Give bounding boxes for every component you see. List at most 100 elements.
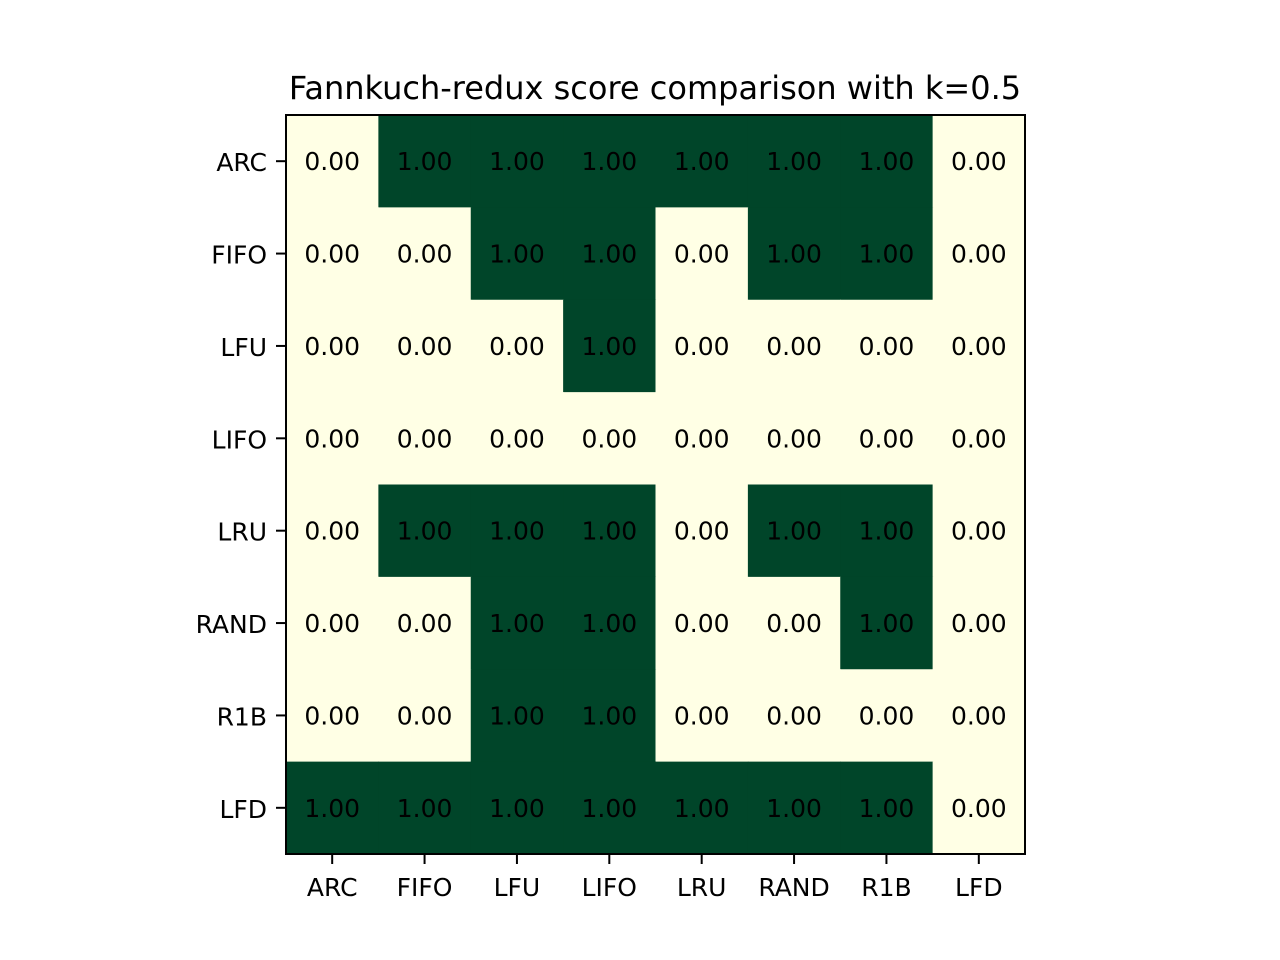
heatmap-cell: [378, 669, 472, 763]
heatmap-cell: [563, 207, 657, 301]
cell-value-label: 0.00: [674, 517, 730, 546]
cell-value-label: 1.00: [397, 147, 453, 176]
heatmap-cell: [655, 669, 749, 763]
cell-value-label: 0.00: [674, 701, 730, 730]
cell-value-label: 1.00: [581, 517, 637, 546]
cell-value-label: 0.00: [304, 147, 360, 176]
heatmap-cell: [655, 761, 749, 855]
cell-value-label: 0.00: [304, 609, 360, 638]
x-tick-label: LIFO: [582, 873, 637, 902]
x-tick-label: RAND: [758, 873, 829, 902]
cell-value-label: 0.00: [951, 609, 1007, 638]
cell-value-label: 1.00: [766, 794, 822, 823]
heatmap-cell: [378, 484, 472, 578]
heatmap-cell: [563, 299, 657, 393]
chart-title: Fannkuch-redux score comparison with k=0…: [289, 69, 1021, 107]
heatmap-cell: [840, 207, 934, 301]
cell-value-label: 0.00: [951, 701, 1007, 730]
cell-value-label: 1.00: [581, 609, 637, 638]
cell-value-label: 1.00: [581, 332, 637, 361]
y-tick-label: FIFO: [211, 241, 267, 270]
y-axis: ARC FIFO LFU LIFO LRU RAND R1B LFD: [196, 148, 286, 824]
cell-value-label: 1.00: [766, 240, 822, 269]
cell-value-label: 0.00: [304, 332, 360, 361]
cell-value-label: 0.00: [397, 332, 453, 361]
heatmap-cell: [470, 761, 564, 855]
heatmap-cell: [563, 115, 657, 208]
heatmap-cell: [840, 299, 934, 393]
cell-value-label: 0.00: [859, 332, 915, 361]
heatmap-cell: [747, 761, 841, 855]
cell-value-label: 0.00: [951, 424, 1007, 453]
heatmap-cell: [563, 669, 657, 763]
cell-value-label: 1.00: [859, 147, 915, 176]
heatmap-cell: [563, 761, 657, 855]
heatmap-cell: [378, 207, 472, 301]
y-tick-label: LRU: [217, 518, 267, 547]
heatmap-cell: [378, 299, 472, 393]
cell-value-label: 1.00: [581, 240, 637, 269]
cell-value-label: 1.00: [859, 240, 915, 269]
heatmap-cell: [286, 207, 379, 301]
heatmap-cell: [655, 207, 749, 301]
heatmap-cell: [286, 392, 379, 486]
heatmap-cell: [747, 299, 841, 393]
cell-value-label: 0.00: [304, 517, 360, 546]
cell-value-label: 0.00: [674, 332, 730, 361]
heatmap-cell: [470, 484, 564, 578]
x-tick-label: LRU: [677, 873, 727, 902]
heatmap-cell: [563, 576, 657, 670]
heatmap-cell: [378, 576, 472, 670]
heatmap-cell: [470, 207, 564, 301]
cell-value-label: 0.00: [397, 424, 453, 453]
y-tick-label: R1B: [217, 702, 267, 731]
cell-value-label: 0.00: [304, 240, 360, 269]
cell-value-label: 1.00: [674, 147, 730, 176]
cell-value-label: 0.00: [766, 332, 822, 361]
cell-value-label: 0.00: [489, 332, 545, 361]
y-tick-label: LIFO: [212, 425, 267, 454]
cell-value-label: 1.00: [859, 609, 915, 638]
heatmap-cell: [747, 392, 841, 486]
heatmap-cell: [286, 484, 379, 578]
cell-value-label: 1.00: [766, 517, 822, 546]
heatmap-cell: [470, 576, 564, 670]
heatmap-cell: [840, 484, 934, 578]
y-tick-label: ARC: [216, 148, 267, 177]
plot-frame: [285, 114, 1026, 855]
heatmap-cell: [286, 761, 379, 855]
heatmap-cell: [840, 761, 934, 855]
cell-value-label: 0.00: [766, 701, 822, 730]
cell-value-label: 0.00: [397, 701, 453, 730]
heatmap-cell: [470, 115, 564, 208]
heatmap-cell: [840, 115, 934, 208]
heatmap-cell: [747, 115, 841, 208]
heatmap-cell: [378, 761, 472, 855]
cell-value-label: 0.00: [951, 240, 1007, 269]
cell-value-label: 1.00: [304, 794, 360, 823]
cell-value-label: 0.00: [859, 701, 915, 730]
heatmap-cell: [932, 207, 1026, 301]
cell-value-label: 0.00: [674, 609, 730, 638]
heatmap-cell: [286, 576, 379, 670]
heatmap-cell: [655, 576, 749, 670]
cell-value-label: 0.00: [951, 794, 1007, 823]
cell-value-label: 0.00: [674, 240, 730, 269]
heatmap-cell: [747, 669, 841, 763]
cell-value-label: 1.00: [581, 147, 637, 176]
heatmap-cell: [286, 115, 379, 208]
cell-value-label: 0.00: [581, 424, 637, 453]
heatmap-cell: [378, 392, 472, 486]
cell-value-label: 0.00: [766, 424, 822, 453]
cell-value-label: 0.00: [304, 701, 360, 730]
cell-value-label: 1.00: [859, 517, 915, 546]
heatmap-cell: [932, 576, 1026, 670]
heatmap-cell: [932, 761, 1026, 855]
x-axis: ARC FIFO LFU LIFO LRU RAND R1B LFD: [307, 854, 1003, 902]
heatmap-cell: [655, 115, 749, 208]
cell-value-label: 0.00: [859, 424, 915, 453]
x-tick-label: LFU: [494, 873, 541, 902]
heatmap-cell: [747, 207, 841, 301]
heatmap-cell: [840, 669, 934, 763]
